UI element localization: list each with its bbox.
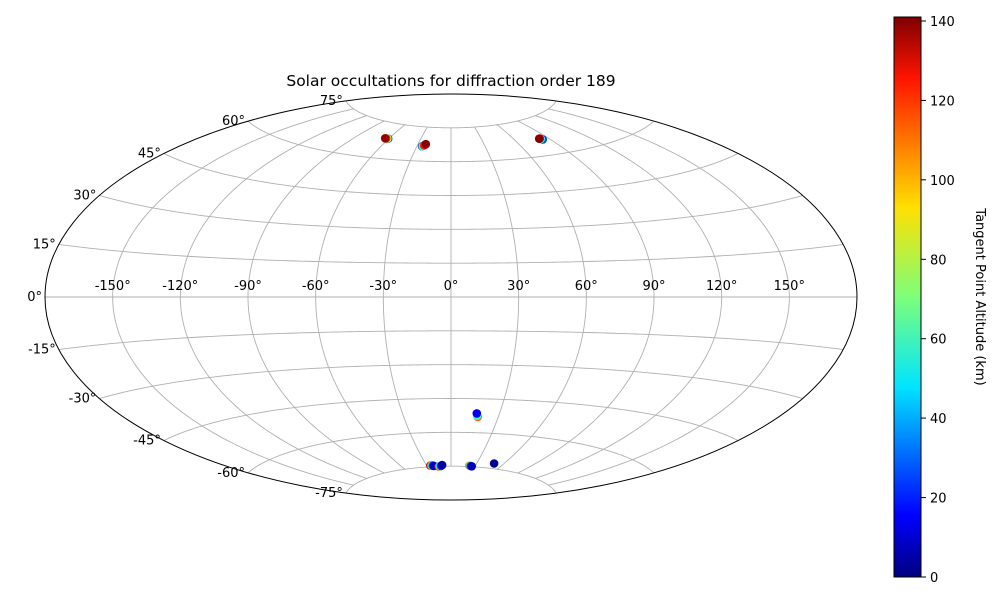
longitude-tick-label: -60°	[302, 279, 330, 294]
parallel-line	[345, 465, 557, 494]
parallel-line	[247, 431, 655, 474]
latitude-tick-label: -45°	[133, 434, 161, 449]
parallel-line	[99, 195, 803, 230]
occultation-point	[380, 134, 390, 143]
chart-title: Solar occultations for diffraction order…	[286, 72, 615, 90]
colorbar-ticks: 0 20 40 60 80 100 120 140	[921, 15, 955, 586]
occultation-point	[489, 459, 499, 468]
colorbar-tick-label: 100	[930, 174, 955, 189]
longitude-tick-label: 120°	[706, 279, 737, 294]
latitude-tick-label: -30°	[69, 392, 97, 407]
latitude-tick-label: 30°	[73, 189, 96, 204]
latitude-tick-labels: 75° 60° 45° 30° 15° 0° -15° -30° -45° -60° -75°	[27, 94, 343, 501]
longitude-tick-label: 90°	[642, 279, 665, 294]
colorbar-tick-label: 140	[930, 15, 955, 30]
parallel-line	[99, 364, 803, 399]
longitude-tick-label: -120°	[162, 279, 198, 294]
occultation-point	[534, 134, 544, 143]
parallel-line	[58, 330, 844, 350]
longitude-tick-label: 60°	[575, 279, 598, 294]
data-points	[380, 134, 547, 471]
latitude-tick-label: 45°	[138, 147, 161, 162]
parallel-line	[345, 100, 557, 129]
latitude-tick-label: -60°	[217, 466, 245, 481]
latitude-tick-label: -15°	[28, 343, 56, 358]
longitude-tick-label: -30°	[369, 279, 397, 294]
longitude-tick-label: 0°	[444, 279, 459, 294]
longitude-tick-labels: -150° -120° -90° -60° -30° 0° 30° 60° 90° 120° 150…	[95, 279, 805, 294]
parallel-line	[163, 153, 739, 196]
parallel-line	[58, 244, 844, 264]
colorbar-gradient	[893, 16, 922, 578]
colorbar-label: Tangent Point Altitude (km)	[972, 207, 987, 385]
colorbar-tick-label: 80	[930, 253, 947, 268]
longitude-tick-label: -150°	[95, 279, 131, 294]
colorbar-tick-label: 40	[930, 412, 947, 427]
parallel-line	[163, 398, 739, 441]
graticule	[45, 100, 857, 494]
longitude-tick-label: 150°	[774, 279, 805, 294]
colorbar-tick-label: 120	[930, 94, 955, 109]
occultation-point	[472, 409, 482, 418]
map-boundary	[44, 93, 858, 501]
latitude-tick-label: 15°	[33, 238, 56, 253]
colorbar-tick-label: 20	[930, 492, 947, 507]
latitude-tick-label: 60°	[222, 114, 245, 129]
latitude-tick-label: 75°	[320, 94, 343, 109]
colorbar-tick-label: 60	[930, 333, 947, 348]
latitude-tick-label: 0°	[27, 290, 42, 305]
occultation-point	[421, 139, 431, 149]
latitude-tick-label: -75°	[315, 486, 343, 501]
occultation-point	[467, 462, 477, 471]
longitude-tick-label: -90°	[234, 279, 262, 294]
colorbar-tick-label: 0	[930, 571, 938, 586]
colorbar: 0 20 40 60 80 100 120 140 Tangent Point Altitud…	[893, 15, 987, 586]
parallel-line	[247, 120, 655, 163]
longitude-tick-label: 30°	[507, 279, 530, 294]
occultation-point	[437, 460, 447, 470]
